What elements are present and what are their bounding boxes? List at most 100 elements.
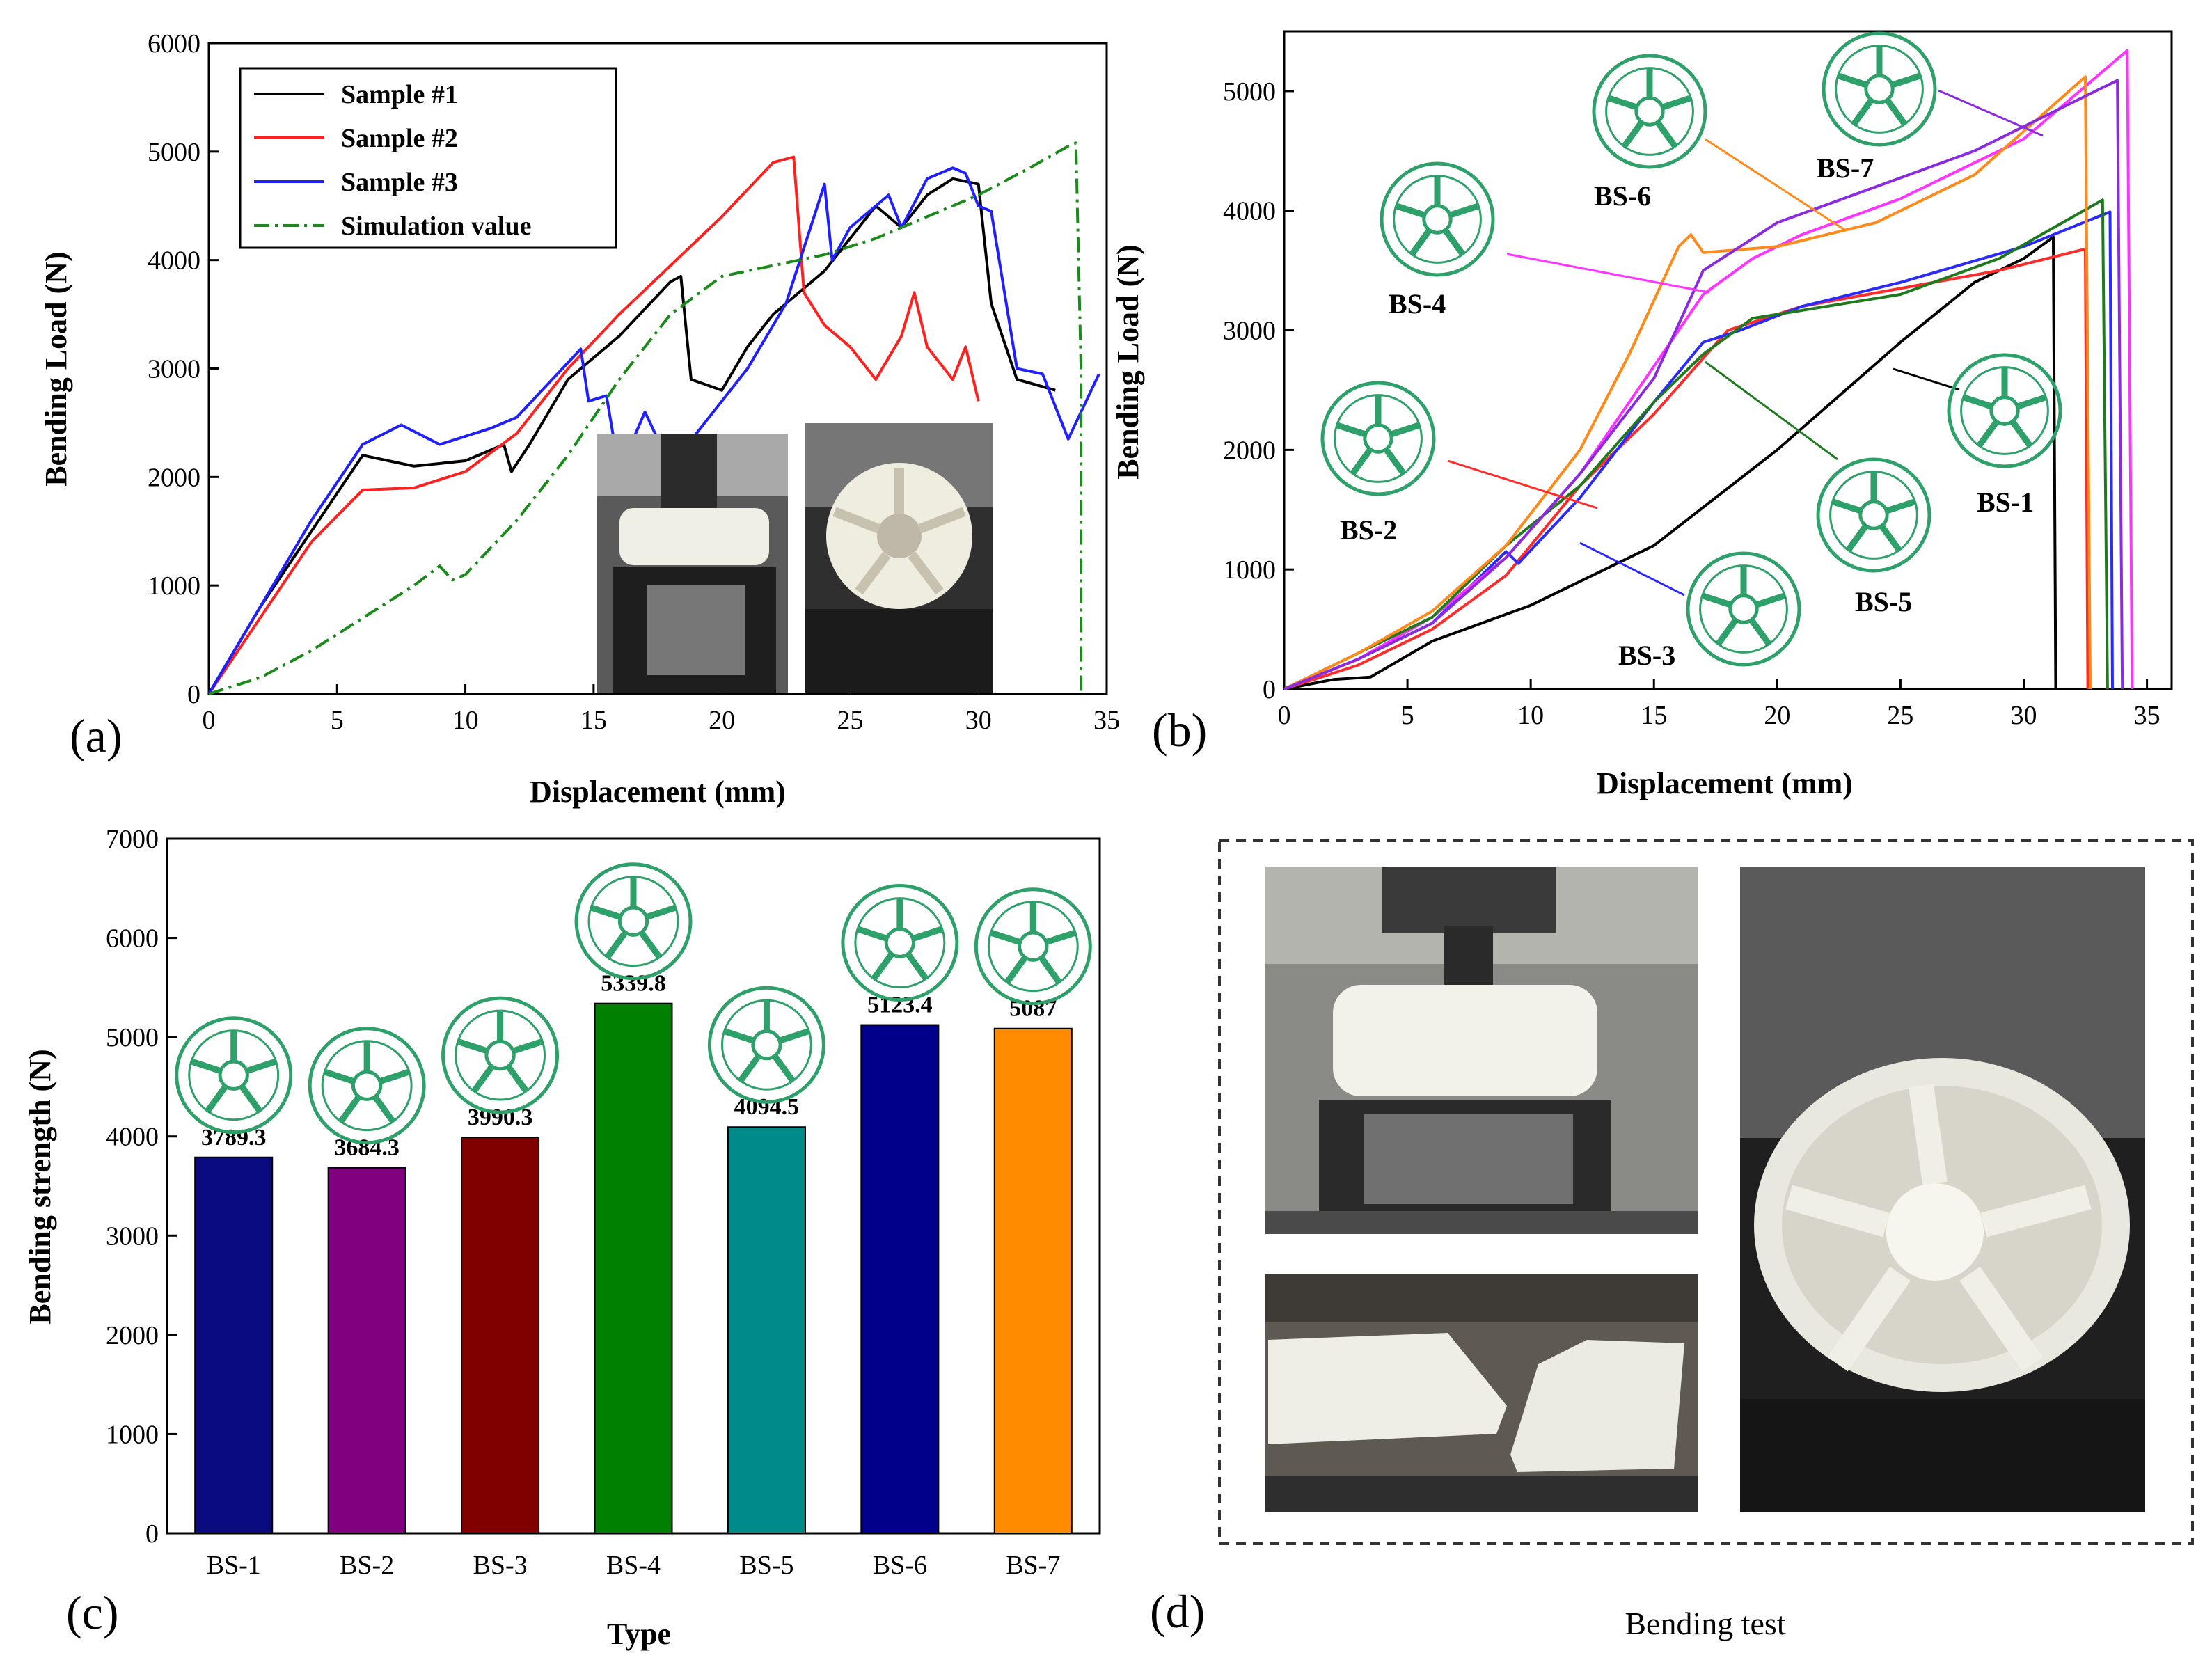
curve-label-bs-4: BS-4 [1389,288,1446,319]
bar-bs-1 [194,1156,274,1534]
series-line-sample-2 [207,155,980,695]
panel-d-caption: Bending test [1625,1606,1785,1641]
series-line-bs-7 [1283,79,2124,690]
panel-a-x-axis-title: Displacement (mm) [530,775,786,809]
wheel-icon-bs-6 [1592,54,1707,169]
panel-d-dashed-frame [1218,839,2194,1545]
x-tick-label: 5 [331,706,344,735]
arrow-bs-5 [1705,361,1838,461]
y-tick-label: 6000 [148,29,200,58]
wheel-icon-bar-bs-1 [175,1016,293,1135]
wheel-icon-bs-2 [1320,381,1436,496]
arrow-bs-3 [1579,541,1685,596]
series-line-bs-5 [1283,198,2109,690]
y-tick-label: 3000 [1223,317,1276,346]
bar-bs-6 [860,1024,940,1534]
y-tick-label: 0 [1263,675,1276,704]
y-tick-label: 4000 [106,1123,159,1152]
panel-b-y-axis-title: Bending Load (N) [1111,244,1145,479]
bar-bs-4 [594,1002,673,1535]
panel-c-y-axis-title: Bending strength (N) [23,1049,57,1324]
x-tick-label: 25 [837,706,863,735]
curve-label-bs-3: BS-3 [1618,640,1675,671]
wheel-icon-bar-bs-7 [974,887,1092,1006]
panel-d-photos: (d) Bending test [1150,839,2194,1641]
y-tick-label: 4000 [1223,197,1276,226]
panel-a-curves [207,141,1100,695]
y-tick-label: 7000 [106,825,159,854]
x-tick-label: 0 [1278,701,1291,730]
x-tick-label: 35 [1093,706,1120,735]
y-tick-label: 2000 [148,463,200,492]
wheel-icon-bar-bs-5 [707,986,825,1104]
bar-bs-7 [993,1027,1073,1534]
panel-a-y-axis-title: Bending Load (N) [39,251,73,486]
y-tick-label: 5000 [106,1023,159,1052]
series-line-bs-6 [1283,75,2092,690]
panel-a-label: (a) [70,709,122,762]
wheel-icon-bar-bs-6 [841,884,959,1002]
arrow-bs-7 [1938,89,2044,137]
legend-label-sample-1: Sample #1 [341,80,458,109]
wheel-icon-bs-5 [1816,457,1931,573]
wheel-icon-bar-bs-4 [574,862,693,981]
legend-label-simulation: Simulation value [341,212,531,241]
panel-a-chart: 0 5 10 15 20 25 30 350100020003000400050006000 … [39,29,1120,809]
curve-label-bs-5: BS-5 [1855,586,1912,617]
x-tick-label: 35 [2134,701,2160,730]
curve-label-bs-2: BS-2 [1340,514,1397,546]
legend-label-sample-3: Sample #3 [341,168,458,197]
series-line-sample-3 [207,166,1100,695]
wheel-icon-bar-bs-3 [441,996,560,1114]
x-tick-label: 20 [1764,701,1790,730]
panel-b-x-axis-title: Displacement (mm) [1597,766,1853,800]
panel-b-ticks: 0 5 10 15 20 25 30 35 0 1000 2000 3000 4000 5000 [1223,77,2160,730]
x-tick-label: 30 [2011,701,2037,730]
x-tick-label: 5 [1401,701,1414,730]
bar-bs-3 [461,1137,540,1534]
panel-a-legend: Sample #1 Sample #2 Sample #3 Simulation… [239,67,617,249]
curve-label-bs-6: BS-6 [1594,180,1651,212]
wheel-icon-bs-1 [1947,353,2062,468]
y-tick-label: 5000 [1223,77,1276,106]
panel-b-curves [1283,49,2134,690]
x-tick-label: 10 [452,706,479,735]
panel-c-x-axis-title: Type [607,1617,671,1651]
y-tick-label: 0 [145,1519,159,1549]
series-line-bs-1 [1283,235,2057,690]
y-tick-label: 1000 [106,1420,159,1449]
panel-a-inset-photo-setup [597,434,788,693]
panel-a-inset-photo-wheel [805,423,993,693]
wheel-icon-bs-3 [1686,551,1801,667]
wheel-icon-bar-bs-2 [308,1027,426,1145]
y-tick-label: 6000 [106,924,159,954]
panel-c-label: (c) [66,1586,118,1639]
curve-label-bs-1: BS-1 [1977,487,2034,518]
panel-b-chart: 0 5 10 15 20 25 30 35 0 1000 2000 3000 4000 5000 BS-1… [1111,30,2173,800]
series-line-bs-2 [1283,247,2089,690]
y-tick-label: 5000 [148,138,200,167]
series-line-sample-1 [207,177,1056,695]
y-tick-label: 2000 [1223,436,1276,465]
x-tick-label-bs-1: BS-1 [207,1551,261,1580]
series-line-simulation-value [208,141,1083,695]
x-tick-label: 10 [1517,701,1544,730]
y-tick-label: 1000 [1223,555,1276,585]
panel-c-ticks: 0 1000 2000 3000 4000 5000 6000 7000 BS-1 BS-2 BS-… [106,825,1060,1580]
x-tick-label: 30 [965,706,992,735]
x-tick-label-bs-6: BS-6 [873,1551,927,1580]
panel-d-label: (d) [1150,1585,1205,1638]
panel-b-annotation-arrows [1447,89,2044,596]
wheel-icon-bs-7 [1822,31,1937,147]
y-tick-label: 3000 [148,355,200,384]
legend-label-sample-2: Sample #2 [341,124,458,153]
y-tick-label: 4000 [148,246,200,276]
arrow-bs-4 [1506,253,1709,294]
photo-wheel-closeup [1740,867,2145,1512]
panel-c-chart: 0 1000 2000 3000 4000 5000 6000 7000 BS-1 BS-2 BS-… [23,825,1101,1651]
photo-broken-specimen [1265,1274,1698,1512]
legend-box [239,67,617,249]
x-tick-label: 0 [203,706,216,735]
